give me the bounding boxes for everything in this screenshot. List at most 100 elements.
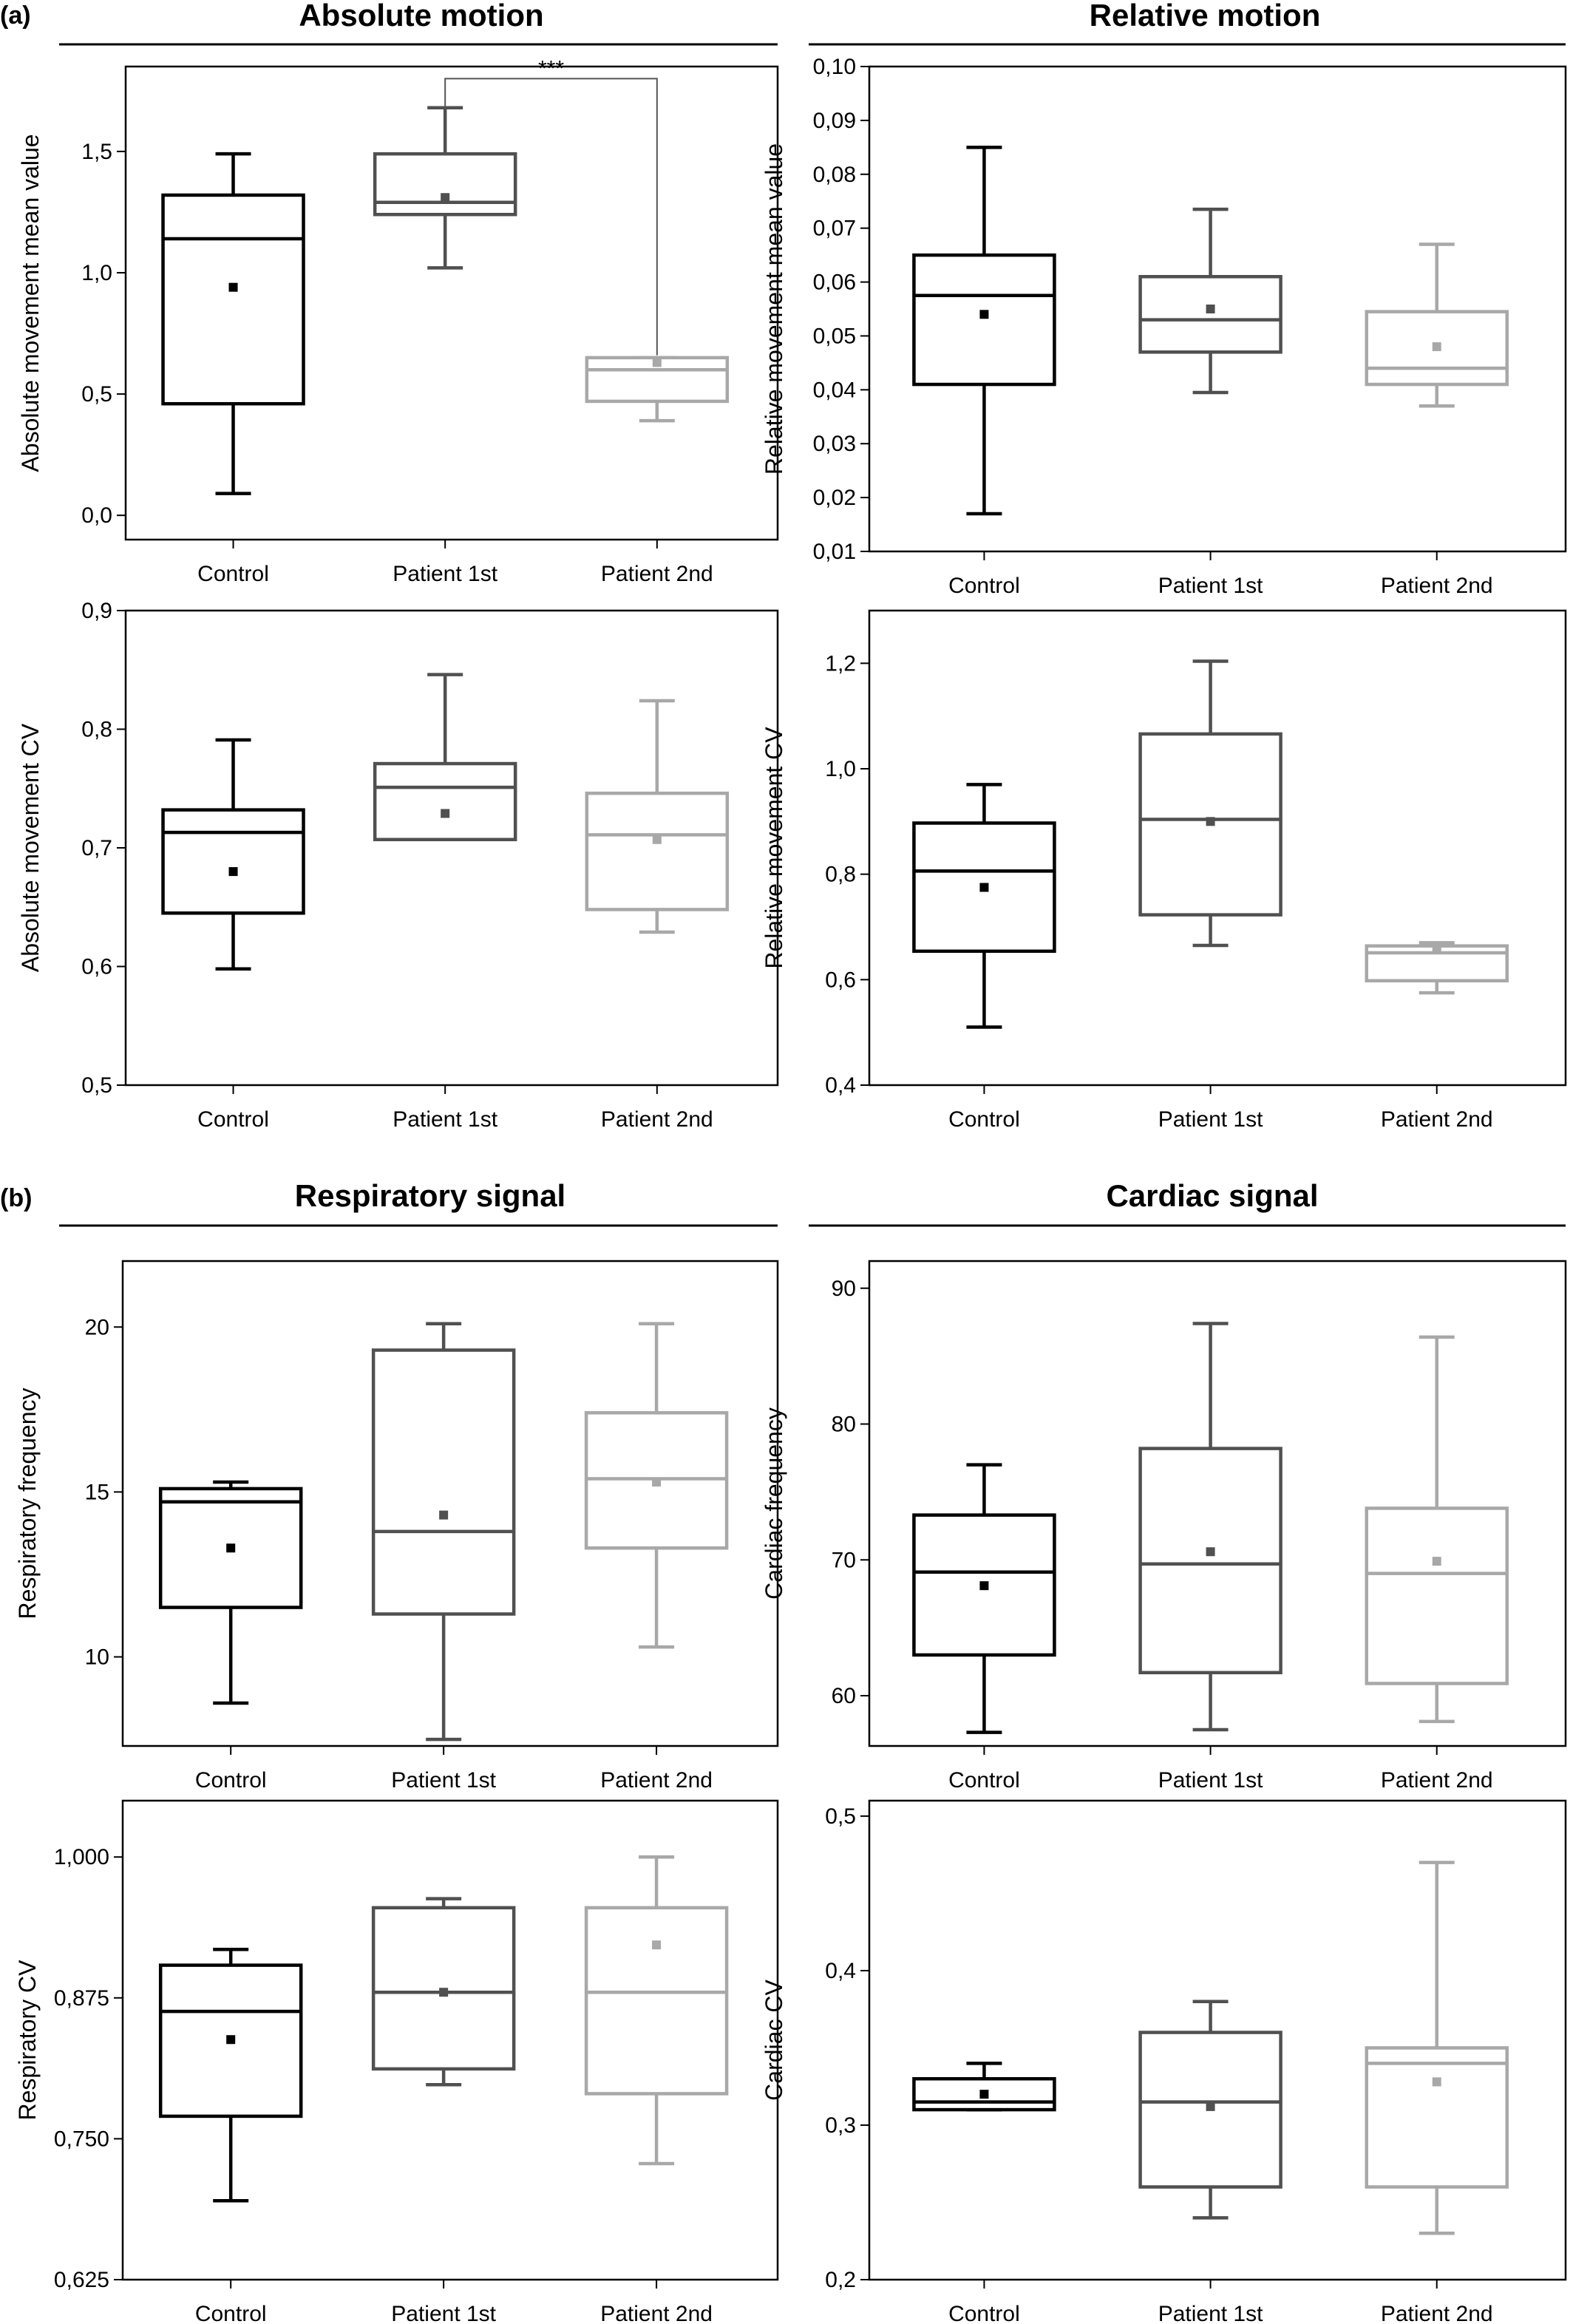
box-iqr: [585, 791, 730, 911]
box-control: [161, 152, 305, 495]
x-tick-label: Patient 1st: [393, 562, 497, 586]
mean-marker: [1432, 1557, 1441, 1566]
mean-marker: [979, 310, 989, 319]
box-control: [912, 783, 1056, 1029]
y-tick-label: 0,750: [54, 2127, 109, 2151]
box-patient-1st: [1138, 1322, 1282, 1732]
mean-marker: [1206, 305, 1215, 313]
y-tick-label: 0,07: [813, 217, 856, 241]
x-tick-label: Patient 2nd: [601, 562, 713, 586]
mean-marker: [1206, 1547, 1215, 1557]
y-tick-label: 10: [85, 1645, 109, 1670]
y-tick-label: 0,06: [813, 271, 856, 295]
y-tick-label: 0,5: [825, 1804, 856, 1829]
chart-relative-movement-mean: 0,01 0,02 0,03 0,04 0,05 0,06 0,07 0,08 0,09 0,10…: [761, 55, 1567, 598]
y-tick-label: 0,625: [54, 2268, 109, 2292]
y-tick-label: 0,875: [54, 1986, 109, 2011]
box-iqr: [371, 1348, 516, 1616]
y-tick-label: 15: [85, 1480, 109, 1504]
y-tick-label: 0,10: [813, 55, 856, 79]
box-iqr: [1138, 275, 1282, 354]
y-tick-label: 1,2: [825, 651, 856, 676]
mean-marker: [652, 835, 662, 844]
y-tick-label: 0,4: [825, 1073, 856, 1098]
y-tick-label: 0,6: [81, 955, 112, 979]
box-control: [158, 1480, 303, 1705]
x-tick-label: Patient 2nd: [1381, 1768, 1493, 1793]
chart-respiratory-cv: 0,625 0,750 0,875 1,000 Respiratory CV Contro…: [14, 1799, 779, 2324]
box-patient-1st: [371, 1322, 516, 1742]
box-iqr: [161, 193, 305, 406]
box-iqr: [584, 1906, 729, 2096]
chart-absolute-movement-cv: 0,5 0,6 0,7 0,8 0,9 Absolute movement CV Contr…: [17, 599, 779, 1132]
mean-marker: [979, 2090, 989, 2099]
x-tick-label: Patient 2nd: [1381, 2302, 1493, 2324]
y-tick-label: 90: [832, 1277, 856, 1301]
x-tick-label: Patient 1st: [1158, 2302, 1263, 2324]
x-tick-label: Patient 2nd: [601, 1107, 713, 1132]
mean-marker: [439, 1988, 449, 1997]
x-tick-label: Patient 2nd: [600, 2302, 713, 2324]
plot-frame: [868, 609, 1567, 1087]
x-tick-label: Patient 2nd: [600, 1768, 713, 1793]
mean-marker: [1432, 342, 1441, 352]
box-patient-2nd: [584, 1322, 729, 1649]
box-patient-1st: [373, 106, 517, 270]
y-tick-label: 0,8: [81, 718, 112, 742]
box-iqr: [161, 808, 305, 915]
y-tick-label: 1,000: [54, 1845, 109, 1869]
y-tick-label: 60: [832, 1684, 856, 1708]
y-tick-label: 0,5: [81, 382, 112, 407]
panel-label-b: (b): [0, 1184, 32, 1212]
box-iqr: [912, 2077, 1056, 2112]
y-axis-label: Respiratory CV: [14, 1960, 41, 2121]
y-tick-label: 0,9: [81, 599, 112, 623]
plot-frame: [868, 1799, 1567, 2281]
mean-marker: [439, 1510, 449, 1520]
x-tick-label: Control: [195, 1768, 267, 1793]
box-iqr: [1138, 1447, 1282, 1675]
y-tick-label: 0,02: [813, 486, 856, 510]
box-control: [912, 146, 1056, 516]
y-tick-label: 0,04: [813, 378, 856, 402]
y-axis-label: Cardiac CV: [761, 1980, 787, 2101]
plot-frame: [868, 65, 1567, 553]
box-patient-2nd: [585, 356, 730, 423]
box-patient-1st: [373, 673, 517, 842]
plot-frame: [121, 1260, 779, 1747]
mean-marker: [652, 1940, 662, 1950]
box-patient-2nd: [1365, 1861, 1509, 2235]
x-tick-label: Control: [948, 1768, 1020, 1793]
y-tick-label: 1,5: [81, 140, 112, 164]
mean-marker: [226, 1543, 236, 1553]
box-patient-2nd: [584, 1855, 729, 2166]
x-tick-label: Patient 1st: [391, 1768, 496, 1793]
box-iqr: [912, 253, 1056, 387]
box-iqr: [158, 1487, 303, 1609]
x-tick-label: Control: [948, 2302, 1020, 2324]
y-tick-label: 0,05: [813, 324, 856, 348]
box-iqr: [373, 761, 517, 842]
mean-marker: [979, 883, 989, 892]
plot-frame: [124, 65, 779, 541]
x-tick-label: Control: [195, 2302, 267, 2324]
box-patient-1st: [1138, 659, 1282, 948]
panel-label-a: (a): [0, 1, 31, 30]
mean-marker: [1432, 2077, 1441, 2087]
mean-marker: [228, 867, 238, 877]
section-title-absolute-motion: Absolute motion: [299, 0, 543, 33]
x-tick-label: Patient 1st: [1158, 1107, 1263, 1132]
x-tick-label: Control: [948, 1107, 1020, 1132]
box-patient-1st: [371, 1897, 516, 2087]
plot-frame: [121, 1799, 779, 2281]
box-patient-2nd: [1365, 1335, 1509, 1724]
box-control: [161, 738, 305, 971]
y-axis-label: Absolute movement mean value: [17, 134, 44, 472]
y-tick-label: 1,0: [825, 757, 856, 781]
y-tick-label: 20: [85, 1315, 109, 1339]
box-control: [912, 1463, 1056, 1734]
y-axis-label: Cardiac frequency: [761, 1407, 787, 1600]
mean-marker: [1206, 817, 1215, 826]
mean-marker: [1432, 943, 1441, 953]
